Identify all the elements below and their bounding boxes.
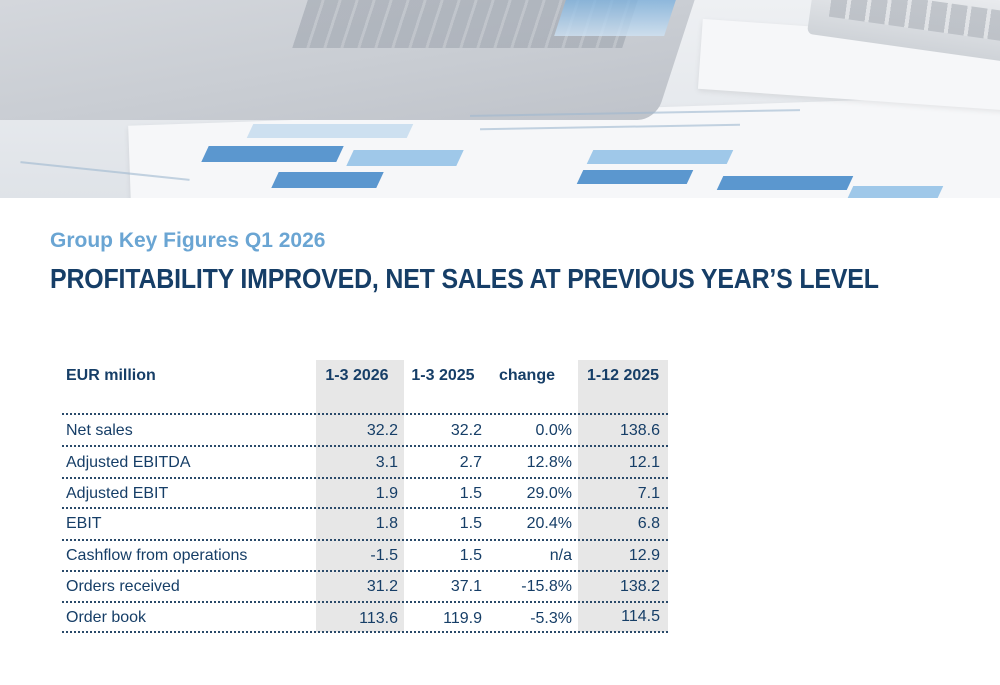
cell-fy-2025: 114.5 [621, 608, 660, 625]
row-divider [62, 477, 668, 479]
cell-q1-2026: 113.6 [359, 610, 398, 627]
page-subtitle: Group Key Figures Q1 2026 [50, 229, 326, 252]
cell-change: 12.8% [526, 454, 572, 471]
cell-q1-2025: 1.5 [459, 485, 482, 502]
chart-bar-shape [846, 186, 944, 198]
cell-fy-2025: 6.8 [637, 515, 660, 532]
chart-bar-shape [576, 170, 694, 184]
column-highlight-q1-2026 [316, 360, 404, 632]
row-divider [62, 631, 668, 633]
cell-fy-2025: 7.1 [637, 485, 660, 502]
cell-q1-2025: 2.7 [459, 454, 482, 471]
cell-q1-2026: 32.2 [366, 422, 398, 439]
cell-change: -15.8% [521, 578, 572, 595]
chart-bar-shape [716, 176, 854, 190]
row-divider [62, 601, 668, 603]
column-header-q1-2026: 1-3 2026 [325, 367, 389, 384]
chart-bar-shape [346, 150, 464, 166]
column-highlight-fy-2025 [578, 360, 668, 632]
page-title: PROFITABILITY IMPROVED, NET SALES AT PRE… [50, 263, 879, 294]
chart-bar-shape [586, 150, 734, 164]
cell-q1-2025: 119.9 [443, 610, 482, 627]
row-divider [62, 507, 668, 509]
column-header-q1-2025: 1-3 2025 [411, 367, 475, 384]
cell-change: -5.3% [530, 610, 572, 627]
cell-fy-2025: 138.2 [619, 578, 660, 595]
row-label-adjusted-ebitda: Adjusted EBITDA [66, 454, 191, 471]
cell-q1-2026: 1.8 [375, 515, 398, 532]
row-divider [62, 413, 668, 415]
cell-q1-2025: 1.5 [459, 547, 482, 564]
cell-q1-2026: -1.5 [370, 547, 398, 564]
cell-change: 0.0% [535, 422, 572, 439]
cell-change: 29.0% [526, 485, 572, 502]
chart-bar-shape [201, 146, 344, 162]
cell-change: n/a [549, 547, 572, 564]
row-label-ebit: EBIT [66, 515, 102, 532]
column-header-change: change [498, 367, 555, 384]
row-label-adjusted-ebit: Adjusted EBIT [66, 485, 169, 502]
row-divider [62, 445, 668, 447]
row-divider [62, 539, 668, 541]
cell-q1-2025: 1.5 [459, 515, 482, 532]
cell-q1-2026: 31.2 [366, 578, 398, 595]
laptop-screen-shape [554, 0, 676, 36]
chart-bar-shape [246, 124, 414, 138]
column-header-fy-2025: 1-12 2025 [586, 367, 660, 384]
chart-bar-shape [271, 172, 384, 188]
key-figures-table: EUR million 1-3 2026 1-3 2025 change 1-1… [62, 360, 668, 633]
row-divider [62, 570, 668, 572]
cell-fy-2025: 12.1 [628, 454, 660, 471]
cell-q1-2026: 1.9 [375, 485, 398, 502]
row-label-order-book: Order book [66, 609, 147, 626]
cell-change: 20.4% [526, 515, 572, 532]
row-label-net-sales: Net sales [66, 422, 133, 439]
cell-q1-2025: 37.1 [450, 578, 482, 595]
cell-q1-2025: 32.2 [450, 422, 482, 439]
cell-q1-2026: 3.1 [375, 454, 398, 471]
column-header-unit: EUR million [66, 367, 156, 384]
row-label-orders-received: Orders received [66, 578, 180, 595]
cell-fy-2025: 138.6 [619, 422, 660, 439]
row-label-cashflow-from-operations: Cashflow from operations [66, 547, 248, 564]
header-image [0, 0, 1000, 198]
cell-fy-2025: 12.9 [628, 547, 660, 564]
